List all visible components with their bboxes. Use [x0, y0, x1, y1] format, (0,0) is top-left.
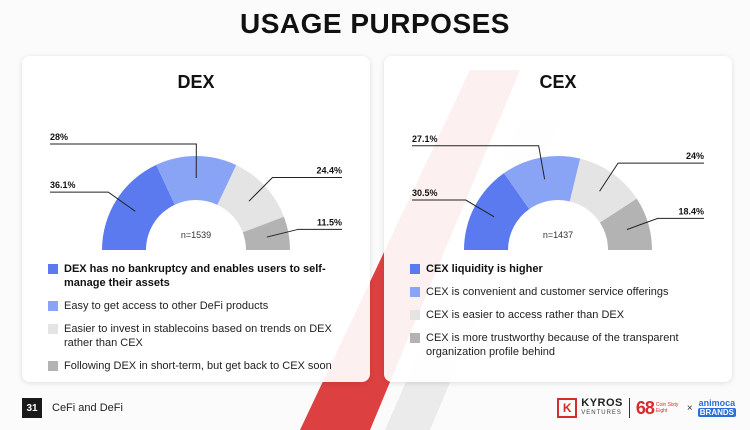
kyros-sub: VENTURES — [581, 410, 622, 416]
cex-slice-3 — [569, 158, 637, 223]
legend-label: CEX is more trustworthy because of the t… — [426, 332, 679, 358]
logo-divider — [628, 398, 630, 418]
dex-slice-2 — [156, 156, 237, 205]
cex-leader-line-4 — [626, 217, 704, 230]
cex-card: CEX 30.5% 27.1% 24% 18.4% n=1437 CEX liquidi… — [384, 56, 732, 382]
times-icon: × — [686, 402, 693, 414]
legend-swatch — [410, 310, 420, 320]
legend-label: DEX has no bankruptcy and enables users … — [64, 263, 326, 289]
cex-slice-4 — [599, 198, 652, 250]
legend-label: CEX liquidity is higher — [426, 263, 543, 275]
animoca-top: animoca — [698, 398, 736, 408]
kyros-logo-text: KYROS VENTURES — [581, 398, 623, 418]
footer: 31 CeFi and DeFi — [22, 398, 123, 418]
legend-swatch — [410, 287, 420, 297]
legend-swatch — [48, 301, 58, 311]
dex-legend: DEX has no bankruptcy and enables users … — [48, 262, 352, 382]
dex-leader-line-2 — [50, 143, 197, 179]
dex-data-label-1: 36.1% — [50, 180, 76, 190]
cex-gauge-chart: 30.5% 27.1% 24% 18.4% n=1437 — [412, 134, 704, 250]
section-label: CeFi and DeFi — [52, 402, 123, 414]
dex-slice-3 — [217, 165, 284, 233]
legend-label: CEX is convenient and customer service o… — [426, 286, 669, 298]
legend-swatch — [48, 361, 58, 371]
dex-legend-item-3: Easier to invest in stablecoins based on… — [48, 322, 352, 350]
dex-legend-item-2: Easy to get access to other DeFi product… — [48, 299, 352, 313]
dex-data-label-4: 11.5% — [317, 217, 342, 227]
cex-legend-item-2: CEX is convenient and customer service o… — [410, 285, 714, 299]
legend-swatch — [410, 333, 420, 343]
dex-card: DEX 36.1% 28% 24.4% 11.5% n=1539 DEX has no … — [22, 56, 370, 382]
cex-legend: CEX liquidity is higher CEX is convenient… — [410, 262, 714, 368]
cex-slice-1 — [464, 173, 530, 250]
legend-swatch — [410, 264, 420, 274]
animoca-logo: animoca BRANDS — [697, 398, 736, 417]
legend-swatch — [48, 324, 58, 334]
dex-slice-4 — [242, 216, 290, 250]
cex-data-label-4: 18.4% — [678, 206, 704, 216]
dex-legend-item-4: Following DEX in short-term, but get bac… — [48, 359, 352, 373]
dex-leader-line-1 — [50, 191, 136, 212]
cex-slice-2 — [503, 156, 581, 210]
dex-leader-line-3 — [248, 177, 342, 202]
legend-label: Easier to invest in stablecoins based on… — [64, 323, 332, 349]
cex-data-label-1: 30.5% — [412, 188, 438, 198]
legend-swatch — [48, 264, 58, 274]
animoca-bottom: BRANDS — [697, 408, 736, 417]
cex-leader-line-2 — [412, 145, 546, 180]
page-title: USAGE PURPOSES — [240, 8, 510, 39]
coin68-sub: Coin Sixty Eight — [655, 402, 679, 414]
legend-label: CEX is easier to access rather than DEX — [426, 309, 625, 321]
kyros-name: KYROS — [581, 397, 623, 409]
cex-legend-item-3: CEX is easier to access rather than DEX — [410, 308, 714, 322]
partner-logos: K KYROS VENTURES 68 Coin Sixty Eight × a… — [557, 394, 736, 422]
cex-chart-title: CEX — [539, 72, 577, 92]
cex-legend-item-1: CEX liquidity is higher — [410, 262, 714, 276]
dex-data-label-2: 28% — [50, 132, 68, 142]
cex-data-label-3: 24% — [686, 151, 704, 161]
legend-label: Following DEX in short-term, but get bac… — [64, 360, 332, 372]
dex-legend-item-1: DEX has no bankruptcy and enables users … — [48, 262, 352, 290]
kyros-logo-icon: K — [557, 398, 578, 418]
cex-legend-item-4: CEX is more trustworthy because of the t… — [410, 331, 714, 359]
dex-leader-line-4 — [266, 228, 342, 238]
legend-label: Easy to get access to other DeFi product… — [64, 300, 269, 312]
page-number: 31 — [22, 398, 42, 418]
dex-sample-size: n=1539 — [181, 230, 211, 240]
dex-data-label-3: 24.4% — [316, 166, 342, 176]
cex-leader-line-3 — [599, 162, 704, 192]
cex-leader-line-1 — [412, 199, 495, 218]
cex-data-label-2: 27.1% — [412, 134, 438, 144]
dex-gauge-chart: 36.1% 28% 24.4% 11.5% n=1539 — [50, 132, 342, 250]
cex-sample-size: n=1437 — [543, 230, 573, 240]
coin68-logo: 68 — [635, 397, 655, 418]
dex-chart-title: DEX — [177, 72, 215, 92]
dex-slice-1 — [102, 164, 175, 250]
